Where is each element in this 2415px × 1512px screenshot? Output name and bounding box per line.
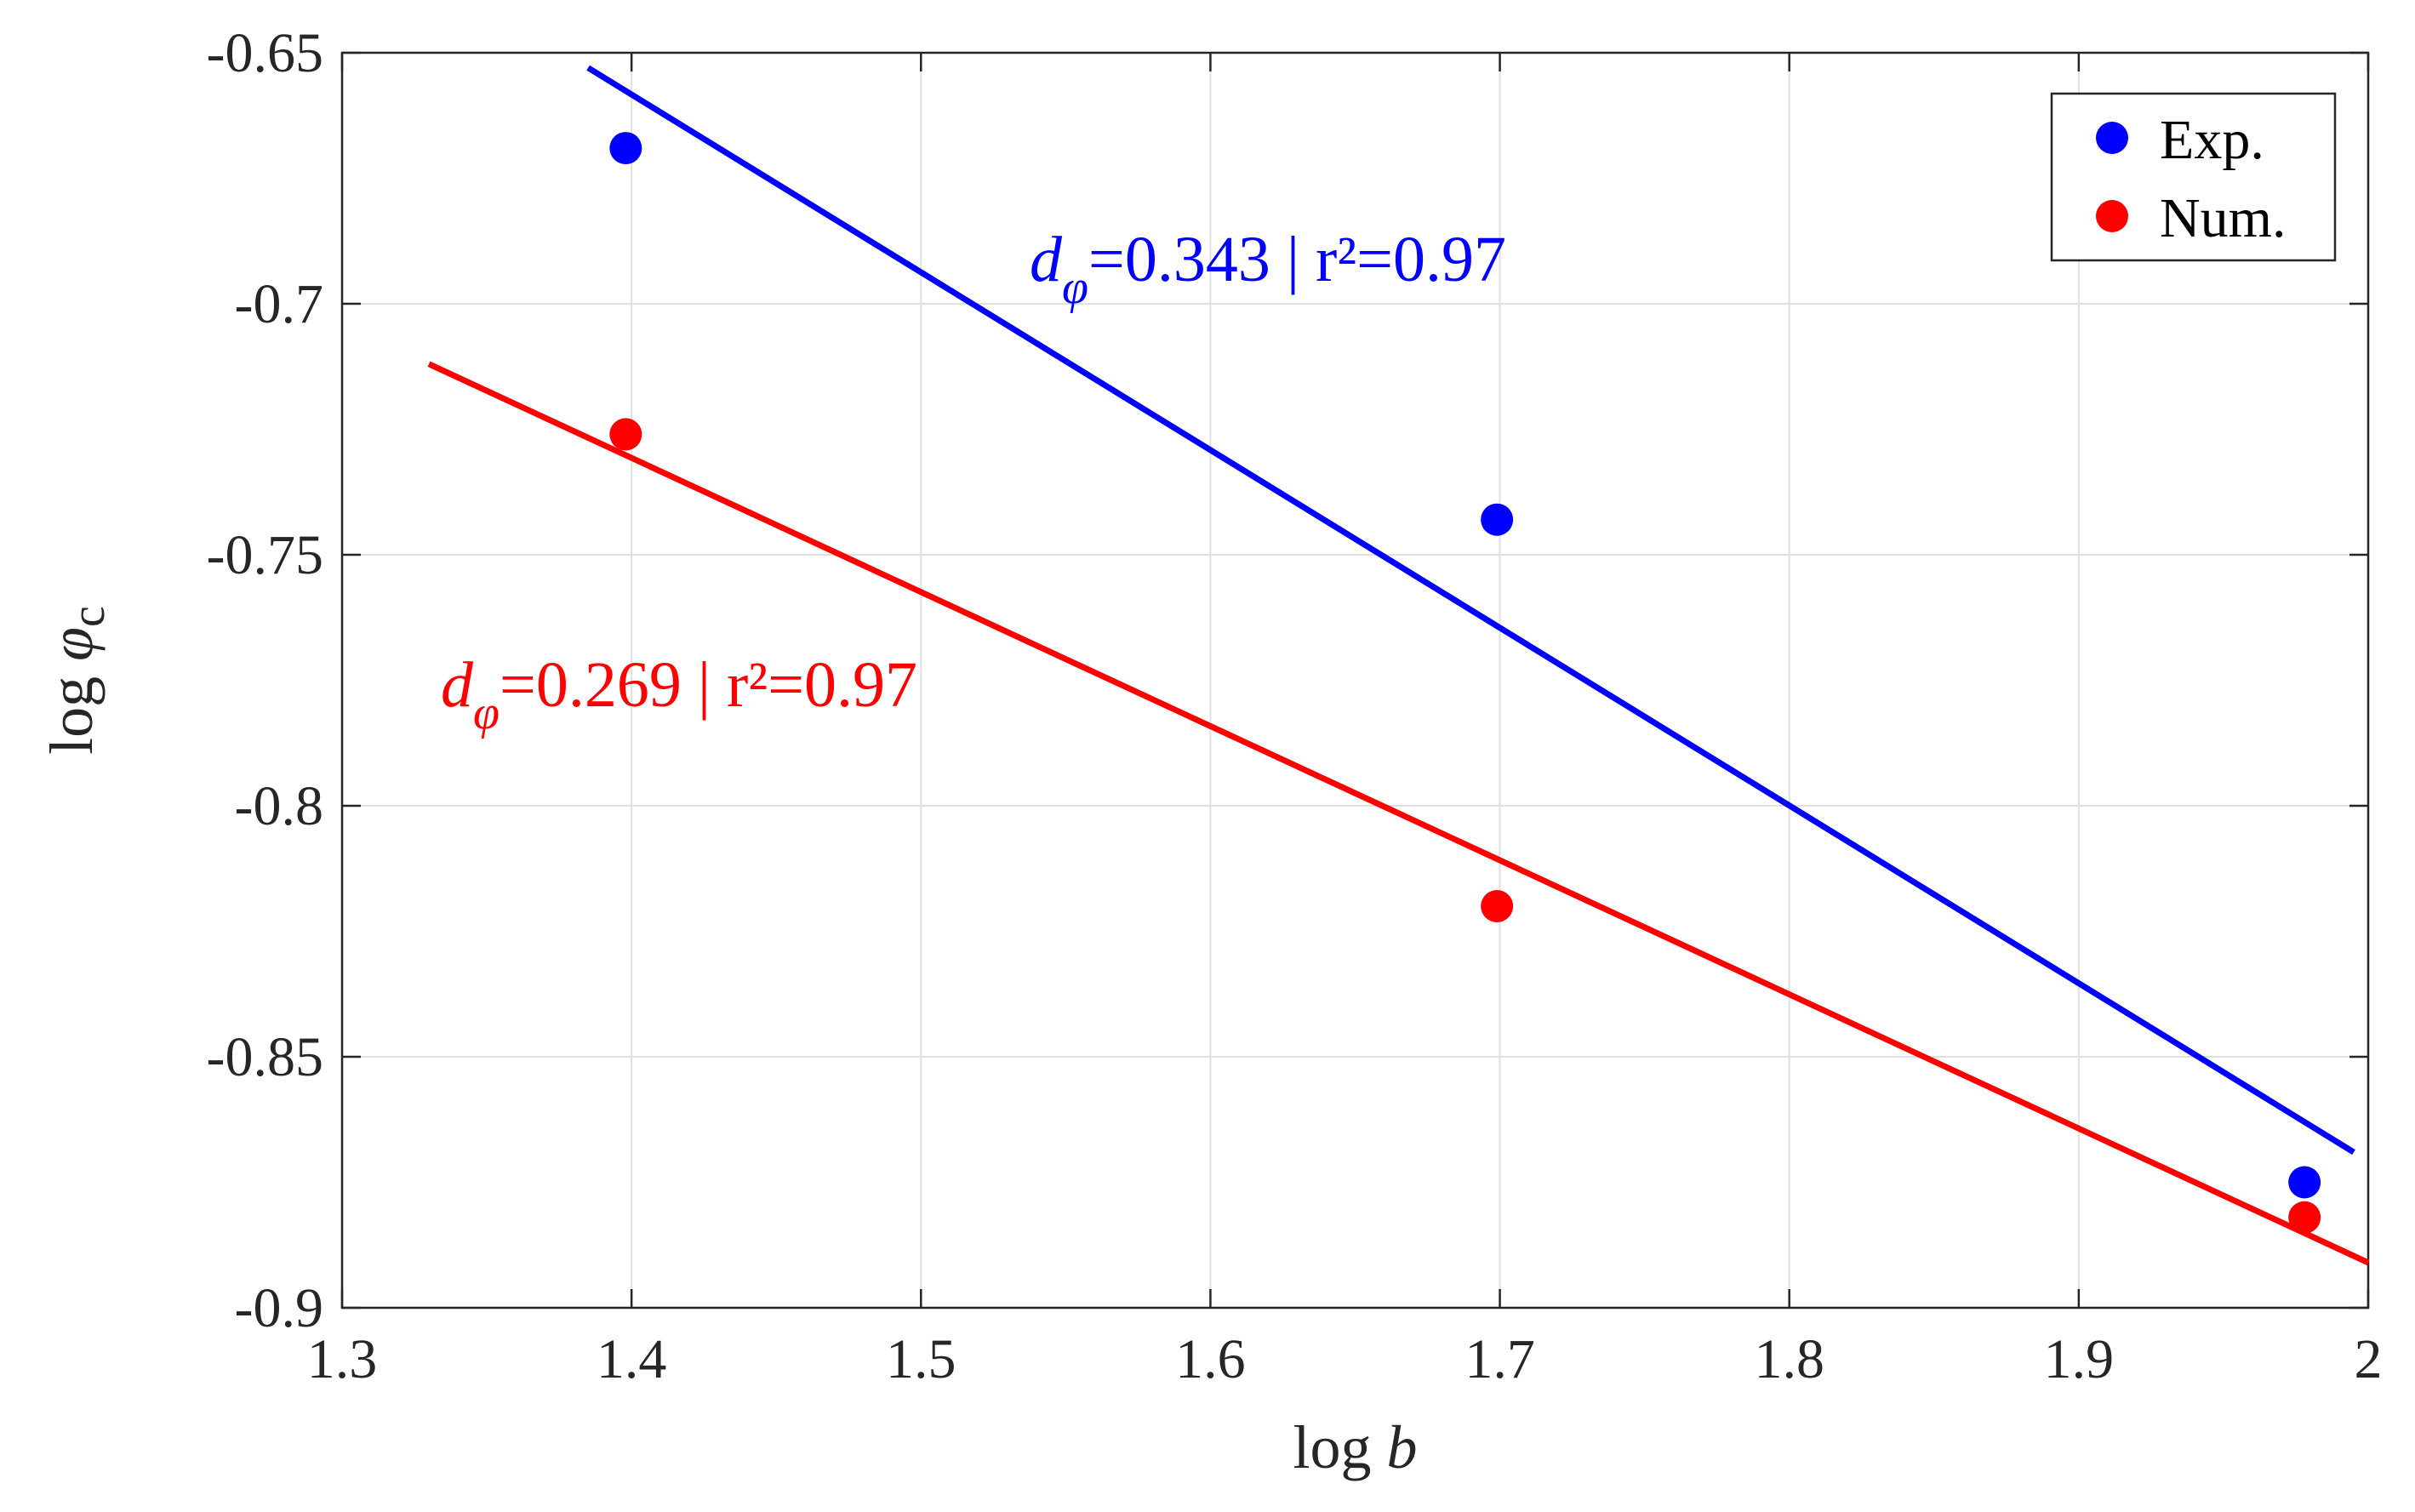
legend-marker-num: [2096, 200, 2128, 232]
x-tick-label: 1.9: [2044, 1328, 2115, 1390]
legend-box: [2050, 92, 2337, 262]
x-tick-label: 1.7: [1464, 1328, 1535, 1390]
y-tick-label: -0.9: [235, 1277, 323, 1339]
y-tick-label: -0.8: [235, 775, 323, 837]
fit-lines: [427, 65, 2370, 1266]
num-fit-annotation: dφ=0.269 | r²=0.97: [441, 649, 917, 739]
legend-label-exp: Exp.: [2160, 109, 2264, 171]
x-tick-label: 2: [2355, 1328, 2383, 1390]
y-tick-label: -0.85: [207, 1026, 323, 1088]
fit-line-num: [427, 361, 2370, 1266]
data-point-num: [1481, 890, 1514, 922]
data-point-num: [609, 418, 642, 451]
y-tick-label: -0.75: [207, 524, 323, 586]
data-points: [609, 132, 2321, 1234]
y-tick-label: -0.65: [207, 22, 323, 84]
x-tick-label: 1.4: [597, 1328, 667, 1390]
x-tick-label: 1.6: [1175, 1328, 1246, 1390]
legend-label-num: Num.: [2160, 187, 2287, 249]
x-axis-label: log b: [1293, 1413, 1417, 1481]
fit-annotations: dφ=0.343 | r²=0.97 dφ=0.269 | r²=0.97: [441, 224, 1506, 739]
data-point-exp: [609, 132, 642, 165]
plot-area-border: [340, 51, 2370, 1309]
x-tick-label: 1.8: [1754, 1328, 1824, 1390]
y-axis-label: log φc: [37, 606, 115, 755]
data-point-exp: [1481, 503, 1514, 536]
fit-line-exp: [586, 65, 2355, 1155]
y-tick-label: -0.7: [235, 273, 323, 335]
legend: Exp. Num.: [2050, 92, 2337, 262]
legend-marker-exp: [2096, 122, 2128, 154]
x-tick-label: 1.5: [886, 1328, 956, 1390]
x-tick-label: 1.3: [307, 1328, 378, 1390]
exp-fit-annotation: dφ=0.343 | r²=0.97: [1030, 224, 1506, 314]
axis-ticks: 1.3 1.4 1.5 1.6 1.7 1.8 1.9 2 -0.65 -0.7 -0.75 -0.8…: [207, 22, 2383, 1390]
data-point-num: [2288, 1201, 2321, 1234]
data-point-exp: [2288, 1166, 2321, 1199]
